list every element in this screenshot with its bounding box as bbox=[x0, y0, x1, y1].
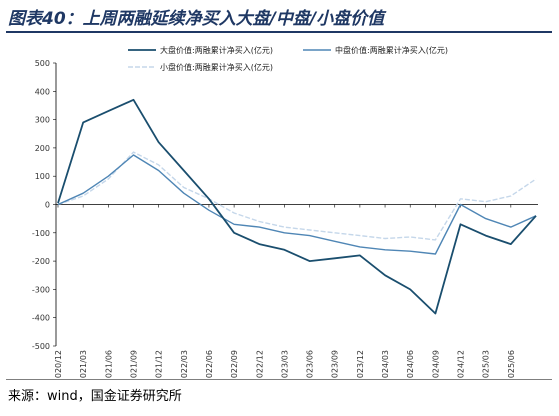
x-tick-label: 2024/03 bbox=[381, 350, 390, 378]
y-tick-label: -200 bbox=[32, 257, 50, 266]
series-line-1 bbox=[57, 98, 537, 315]
chart-axes: -500 -400 -300 -200 -100 0 100 200 300 400 500 2020… bbox=[32, 59, 538, 378]
x-tick-label: 2020/12 bbox=[54, 350, 63, 378]
x-tick-label: 2022/09 bbox=[230, 350, 239, 378]
page-title: 图表40：上周两融延续净买入大盘/中盘/小盘价值 bbox=[8, 9, 385, 29]
x-tick-label: 2025/03 bbox=[482, 350, 491, 378]
y-tick-label: 200 bbox=[35, 144, 50, 153]
x-tick-label: 2021/09 bbox=[129, 350, 138, 378]
title-divider bbox=[6, 31, 552, 33]
legend-label-1: 大盘价值:两融累计净买入(亿元) bbox=[160, 45, 273, 55]
chart-legend: 大盘价值:两融累计净买入(亿元) 中盘价值:两融累计净买入(亿元) 小盘价值:两融累… bbox=[128, 45, 448, 72]
y-tick-label: 0 bbox=[45, 201, 50, 210]
chart-series-lines bbox=[57, 98, 537, 315]
y-tick-label: -300 bbox=[32, 285, 50, 294]
x-tick-label: 2021/12 bbox=[155, 350, 164, 378]
x-tick-label: 2023/12 bbox=[356, 350, 365, 378]
y-tick-label: 400 bbox=[35, 87, 50, 96]
series-line-2 bbox=[57, 154, 537, 255]
y-tick-label: 300 bbox=[35, 116, 50, 125]
legend-label-3: 小盘价值:两融累计净买入(亿元) bbox=[160, 62, 273, 72]
series-line-3 bbox=[57, 151, 537, 241]
line-chart: -500 -400 -300 -200 -100 0 100 200 300 400 500 2020… bbox=[32, 45, 538, 378]
x-tick-label: 2022/03 bbox=[180, 350, 189, 378]
x-tick-label: 2023/06 bbox=[306, 350, 315, 378]
x-tick-label: 2024/06 bbox=[406, 350, 415, 378]
x-tick-label: 2021/03 bbox=[79, 350, 88, 378]
y-tick-label: -400 bbox=[32, 314, 50, 323]
x-tick-label: 2025/06 bbox=[507, 350, 516, 378]
y-tick-label: 500 bbox=[35, 59, 50, 68]
x-tick-label: 2022/12 bbox=[255, 350, 264, 378]
source-note: 来源：wind，国金证券研究所 bbox=[8, 389, 182, 404]
x-tick-label: 2021/06 bbox=[104, 350, 113, 378]
y-tick-label: -500 bbox=[32, 342, 50, 351]
x-tick-label: 2024/12 bbox=[457, 350, 466, 378]
x-tick-label: 2023/09 bbox=[331, 350, 340, 378]
y-tick-label: 100 bbox=[35, 172, 50, 181]
source-divider bbox=[6, 379, 552, 380]
legend-label-2: 中盘价值:两融累计净买入(亿元) bbox=[335, 45, 448, 55]
x-tick-label: 2022/06 bbox=[205, 350, 214, 378]
y-tick-label: -100 bbox=[32, 229, 50, 238]
x-tick-label: 2023/03 bbox=[280, 350, 289, 378]
x-tick-label: 2024/09 bbox=[431, 350, 440, 378]
